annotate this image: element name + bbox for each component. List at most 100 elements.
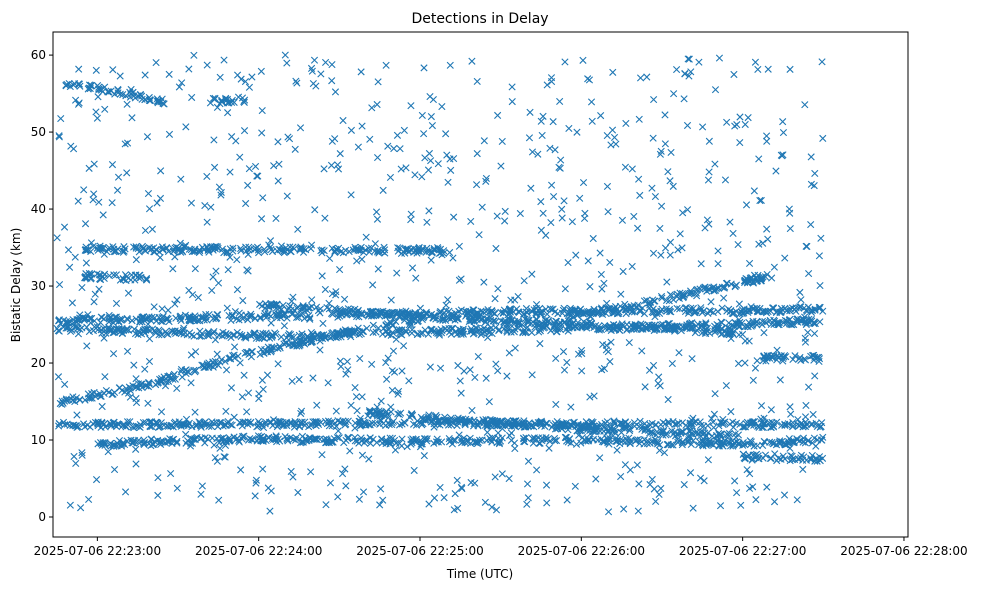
detection-point bbox=[610, 308, 618, 316]
detection-point bbox=[388, 419, 396, 427]
detection-point bbox=[520, 326, 529, 334]
detection-point bbox=[212, 419, 221, 427]
detection-point bbox=[284, 437, 292, 445]
detection-point bbox=[302, 437, 310, 445]
detection-point bbox=[191, 368, 199, 376]
detection-point bbox=[119, 422, 127, 430]
detection-point bbox=[259, 436, 267, 444]
detection-point bbox=[298, 418, 306, 426]
detection-point bbox=[106, 419, 114, 427]
detection-point bbox=[626, 437, 635, 445]
detection-point bbox=[481, 328, 489, 336]
detection-point bbox=[70, 421, 78, 429]
detection-point bbox=[388, 328, 397, 337]
detection-point bbox=[730, 439, 738, 447]
detection-point bbox=[371, 419, 379, 427]
detection-point bbox=[203, 420, 211, 428]
detection-point bbox=[744, 307, 752, 315]
detection-point bbox=[168, 373, 176, 382]
detection-point bbox=[589, 435, 597, 443]
detection-point bbox=[717, 330, 725, 338]
detection-point bbox=[473, 438, 482, 446]
detection-point bbox=[715, 422, 723, 430]
detection-point bbox=[179, 326, 187, 334]
detection-point bbox=[296, 418, 305, 427]
y-tick-label: 60 bbox=[31, 48, 46, 62]
detection-point bbox=[158, 314, 166, 322]
detection-point bbox=[184, 368, 193, 376]
detection-point bbox=[603, 418, 611, 426]
detection-point bbox=[395, 421, 404, 429]
detection-point bbox=[139, 418, 147, 427]
detection-point bbox=[451, 436, 459, 444]
detection-point bbox=[235, 436, 243, 445]
detection-point bbox=[398, 331, 406, 339]
detection-point bbox=[339, 327, 347, 335]
detection-point bbox=[743, 322, 751, 330]
detection-point bbox=[729, 418, 737, 426]
detection-point bbox=[671, 326, 679, 334]
detection-point bbox=[788, 423, 797, 431]
detection-point bbox=[735, 441, 743, 449]
detection-point bbox=[250, 330, 258, 338]
detection-point bbox=[730, 322, 738, 330]
detection-point bbox=[491, 324, 500, 332]
detection-point bbox=[228, 421, 236, 429]
detection-point bbox=[257, 345, 265, 353]
detection-point bbox=[562, 437, 571, 445]
detection-point bbox=[222, 330, 230, 338]
detection-point bbox=[738, 330, 747, 338]
detection-point bbox=[102, 329, 110, 337]
detection-point bbox=[236, 418, 244, 427]
detection-point bbox=[689, 304, 698, 312]
detection-point bbox=[587, 309, 595, 318]
detection-point bbox=[192, 422, 200, 430]
y-tick-label: 20 bbox=[31, 356, 46, 370]
detection-point bbox=[795, 304, 803, 312]
detection-point bbox=[818, 436, 826, 444]
detection-point bbox=[467, 439, 475, 447]
detection-point bbox=[457, 436, 465, 444]
detection-point bbox=[558, 309, 567, 317]
detection-point bbox=[307, 421, 315, 430]
detection-point bbox=[817, 422, 825, 431]
detection-point bbox=[413, 330, 421, 339]
detection-point bbox=[312, 303, 321, 311]
detection-point bbox=[173, 437, 181, 446]
detection-point bbox=[703, 327, 711, 335]
detection-point bbox=[816, 318, 824, 326]
detection-point bbox=[382, 436, 390, 444]
detection-point bbox=[604, 305, 612, 313]
detection-point bbox=[610, 418, 618, 426]
detection-point bbox=[665, 307, 674, 315]
detection-point bbox=[268, 331, 277, 339]
detection-point bbox=[94, 419, 102, 427]
detection-point bbox=[589, 310, 597, 318]
detection-point bbox=[204, 328, 212, 336]
detection-point bbox=[98, 441, 106, 449]
detection-point bbox=[473, 324, 481, 332]
detection-point bbox=[510, 439, 519, 447]
detection-point bbox=[221, 357, 229, 365]
detection-point bbox=[536, 308, 545, 316]
detection-point bbox=[401, 419, 409, 427]
detection-point bbox=[244, 348, 252, 356]
detection-point bbox=[176, 420, 184, 429]
detection-point bbox=[81, 396, 89, 404]
detection-point bbox=[437, 325, 445, 333]
detection-point bbox=[196, 327, 204, 335]
detection-point bbox=[731, 282, 739, 290]
detection-point bbox=[666, 291, 674, 299]
detection-point bbox=[656, 441, 664, 449]
detection-point bbox=[122, 326, 130, 334]
detection-point bbox=[554, 325, 562, 333]
detection-point bbox=[72, 394, 81, 402]
detection-point bbox=[72, 323, 81, 331]
detection-point bbox=[210, 327, 218, 336]
detection-point bbox=[519, 310, 528, 318]
detection-point bbox=[107, 442, 115, 450]
detection-point bbox=[576, 306, 584, 314]
detection-point bbox=[434, 438, 442, 446]
detection-point bbox=[154, 423, 163, 431]
detection-point bbox=[652, 421, 660, 429]
